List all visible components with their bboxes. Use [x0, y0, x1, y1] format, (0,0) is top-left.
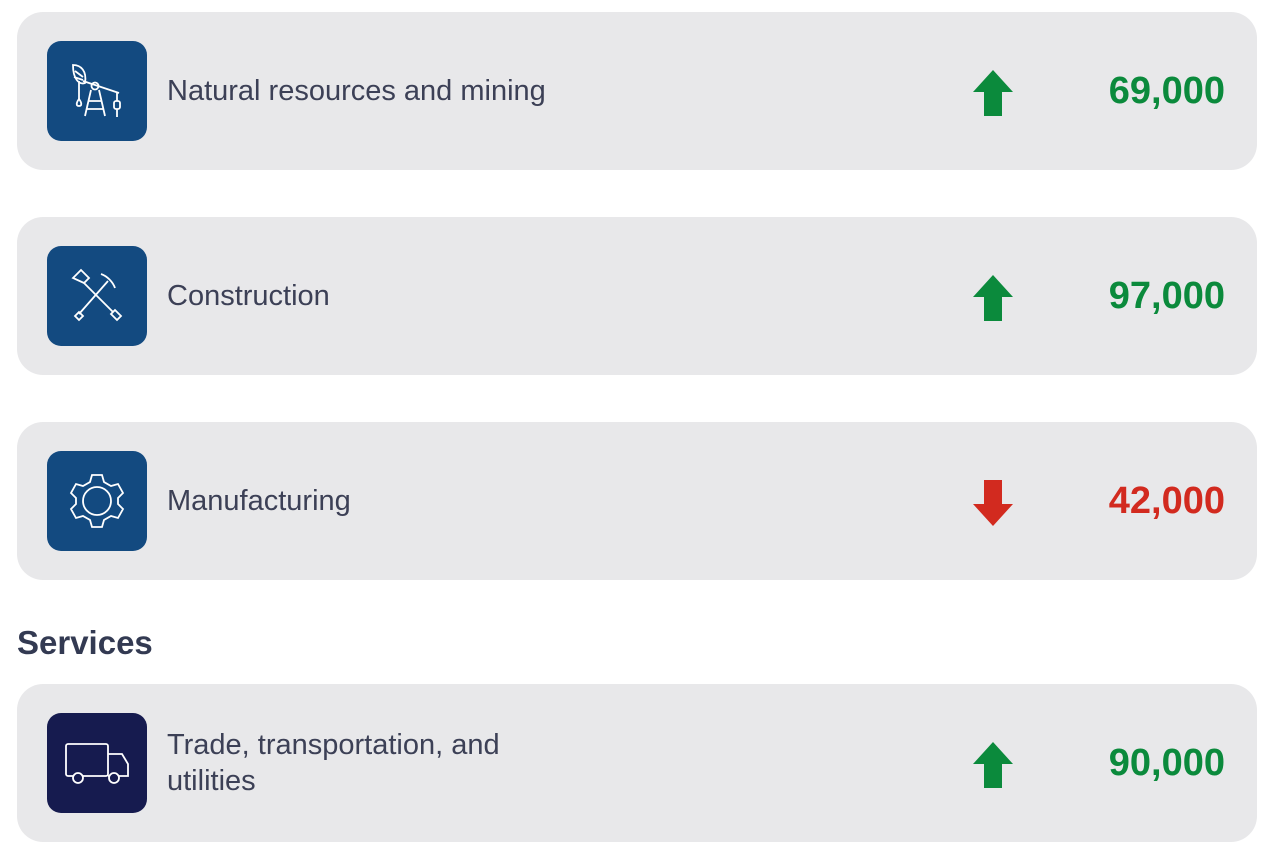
oil-pump-icon: [47, 41, 147, 141]
row-manufacturing: Manufacturing 42,000: [17, 422, 1257, 580]
row-value: 90,000: [1108, 741, 1225, 784]
arrow-up-icon: [973, 275, 1013, 321]
arrow-down-icon: [973, 480, 1013, 526]
shovel-pickaxe-icon: [47, 246, 147, 346]
row-natural-resources: Natural resources and mining 69,000: [17, 12, 1257, 170]
section-heading-services: Services: [17, 624, 153, 661]
row-construction: Construction 97,000: [17, 217, 1257, 375]
row-value: 97,000: [1108, 274, 1225, 317]
row-label: Trade, transportation, and utilities: [167, 729, 500, 797]
truck-icon: [47, 713, 147, 813]
arrow-up-icon: [973, 70, 1013, 116]
row-label: Manufacturing: [167, 485, 351, 517]
gear-icon: [47, 451, 147, 551]
row-value: 69,000: [1108, 69, 1225, 112]
row-label: Construction: [167, 280, 330, 312]
arrow-up-icon: [973, 742, 1013, 788]
row-value: 42,000: [1108, 479, 1225, 522]
row-label: Natural resources and mining: [167, 75, 546, 107]
row-trade-transportation: Trade, transportation, and utilities 90,…: [17, 684, 1257, 842]
